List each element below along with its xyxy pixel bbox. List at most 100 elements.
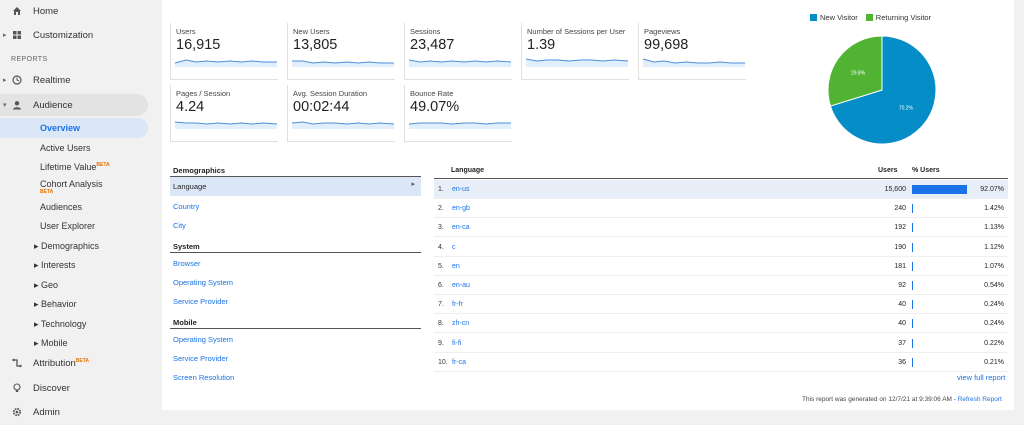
sidebar-item-user-explorer[interactable]: User Explorer (40, 221, 96, 231)
row-number: 2. (438, 205, 444, 213)
sidebar-item-interests[interactable]: ▸ Interests (34, 260, 76, 271)
dimension-language-row[interactable]: Language ▸ (170, 177, 421, 196)
mobile-header: Mobile (173, 318, 197, 327)
sidebar-item-attribution-label: AttributionBETA (33, 358, 89, 369)
language-link[interactable]: fr-ca (452, 358, 466, 366)
refresh-report-link[interactable]: Refresh Report (957, 396, 1002, 403)
percent-value: 0.24% (984, 301, 1004, 309)
metric-pages-per-session[interactable]: Pages / Session 4.24 (170, 85, 278, 142)
table-row[interactable]: 3. en-ca 192 1.13% (434, 218, 1008, 238)
table-row[interactable]: 10. fr-ca 36 0.21% (434, 353, 1008, 372)
sidebar-item-label: Home (33, 5, 59, 17)
dimension-city[interactable]: City (173, 221, 186, 230)
sidebar-item-home[interactable]: Home (0, 0, 150, 22)
system-header: System (173, 242, 200, 251)
sidebar-item-admin[interactable]: Admin (0, 401, 150, 423)
users-value: 40 (898, 320, 906, 328)
table-row[interactable]: 5. en 181 1.07% (434, 257, 1008, 276)
sidebar-item-demographics[interactable]: ▸ Demographics (34, 241, 99, 252)
sidebar-item-audiences[interactable]: Audiences (40, 202, 83, 212)
dimension-browser[interactable]: Browser (173, 259, 201, 268)
table-row[interactable]: 1. en-us 15,600 92.07% (434, 180, 1008, 199)
table-row[interactable]: 7. fr-fr 40 0.24% (434, 295, 1008, 315)
home-icon (13, 7, 21, 15)
metric-sessions-per-user[interactable]: Number of Sessions per User 1.39 (521, 23, 629, 80)
dimension-service-provider[interactable]: Service Provider (173, 297, 229, 306)
sidebar-item-discover[interactable]: Discover (0, 377, 150, 399)
percent-bar (912, 223, 913, 233)
caret-down-icon: ▾ (3, 102, 7, 109)
sidebar-item-label: Attribution (33, 357, 76, 369)
sidebar-item-behavior[interactable]: ▸ Behavior (34, 299, 77, 310)
sidebar-item-technology[interactable]: ▸ Technology (34, 319, 86, 330)
sparkline (408, 59, 512, 67)
column-header-language: Language (451, 167, 485, 174)
sparkline (642, 58, 745, 67)
dimension-screen-resolution[interactable]: Screen Resolution (173, 373, 235, 382)
caret-right-icon: ▸ (34, 299, 42, 309)
pie-slice-returning-visitor[interactable] (827, 35, 883, 107)
sidebar-item-label: Audience (33, 99, 73, 111)
sidebar-item-audience[interactable]: ▾ Audience (0, 94, 150, 116)
pie-slice-label: 70.2% (899, 106, 914, 112)
pie-slice-new-visitor[interactable] (829, 35, 937, 145)
view-full-report-link[interactable]: view full report (957, 373, 1006, 382)
sidebar-item-attribution[interactable]: AttributionBETA (0, 352, 150, 374)
sidebar-item-cohort-analysis[interactable]: Cohort Analysis BETA (40, 179, 103, 195)
language-link[interactable]: fr-fr (452, 301, 463, 309)
percent-value: 0.24% (984, 320, 1004, 328)
sidebar-item-realtime[interactable]: ▸ Realtime (0, 69, 150, 91)
language-link[interactable]: en-gb (452, 205, 470, 213)
caret-right-icon: ▸ (34, 280, 42, 290)
sidebar-item-lifetime-value[interactable]: Lifetime ValueBETA (40, 162, 110, 172)
sparkline (408, 122, 511, 129)
metric-bounce-rate[interactable]: Bounce Rate 49.07% (404, 85, 512, 142)
dimension-country[interactable]: Country (173, 202, 200, 211)
sidebar-item-customization[interactable]: ▸ Customization (0, 24, 150, 46)
table-row[interactable]: 4. c 190 1.12% (434, 238, 1008, 257)
legend-item-returning-visitor[interactable]: Returning Visitor (865, 13, 931, 22)
sidebar-item-active-users[interactable]: Active Users (40, 143, 91, 153)
visitor-pie-chart[interactable]: 70.2% 29.8% (827, 35, 937, 145)
users-value: 190 (894, 243, 906, 251)
metric-new-users[interactable]: New Users 13,805 (287, 23, 395, 80)
users-value: 40 (898, 301, 906, 309)
person-icon (13, 101, 21, 110)
table-row[interactable]: 9. fi-fi 37 0.22% (434, 334, 1008, 353)
sidebar-item-overview[interactable]: Overview (40, 123, 81, 133)
divider (170, 328, 421, 329)
metric-sessions[interactable]: Sessions 23,487 (404, 23, 512, 80)
sidebar-item-mobile[interactable]: ▸ Mobile (34, 338, 68, 349)
table-row[interactable]: 8. zh-cn 40 0.24% (434, 314, 1008, 334)
metric-label: New Users (293, 27, 330, 36)
language-link[interactable]: en-au (452, 282, 470, 289)
dimension-operating-system[interactable]: Operating System (173, 278, 234, 287)
column-header-users: Users (878, 167, 898, 174)
metric-label: Number of Sessions per User (527, 27, 626, 36)
metric-avg-session-duration[interactable]: Avg. Session Duration 00:02:44 (287, 85, 395, 142)
generated-text: This report was generated on 12/7/21 at … (802, 396, 958, 403)
dimension-mobile-operating-system[interactable]: Operating System (173, 335, 234, 344)
metric-users[interactable]: Users 16,915 (170, 23, 278, 80)
percent-value: 0.21% (984, 358, 1004, 366)
language-link[interactable]: en (452, 262, 460, 270)
metric-value: 16,915 (176, 37, 221, 53)
language-link[interactable]: zh-cn (452, 320, 470, 328)
language-link[interactable]: fi-fi (452, 339, 462, 347)
audience-highlight (0, 94, 148, 116)
legend-item-new-visitor[interactable]: New Visitor (810, 13, 858, 22)
column-header-pct-users: % Users (912, 167, 940, 174)
sidebar-item-label: Mobile (41, 338, 68, 348)
table-row[interactable]: 6. en-au 92 0.54% (434, 276, 1008, 295)
dimension-mobile-service-provider[interactable]: Service Provider (173, 354, 229, 363)
sidebar-item-label: Interests (41, 260, 76, 270)
metric-pageviews[interactable]: Pageviews 99,698 (638, 23, 746, 80)
table-row[interactable]: 2. en-gb 240 1.42% (434, 199, 1008, 219)
metric-label: Pages / Session (176, 89, 231, 98)
sidebar-item-geo[interactable]: ▸ Geo (34, 280, 58, 291)
sidebar-item-label: Technology (40, 319, 87, 329)
language-link[interactable]: c (452, 243, 456, 251)
language-link[interactable]: en-ca (452, 224, 470, 232)
language-link[interactable]: en-us (452, 186, 470, 193)
gear-icon (12, 407, 22, 417)
